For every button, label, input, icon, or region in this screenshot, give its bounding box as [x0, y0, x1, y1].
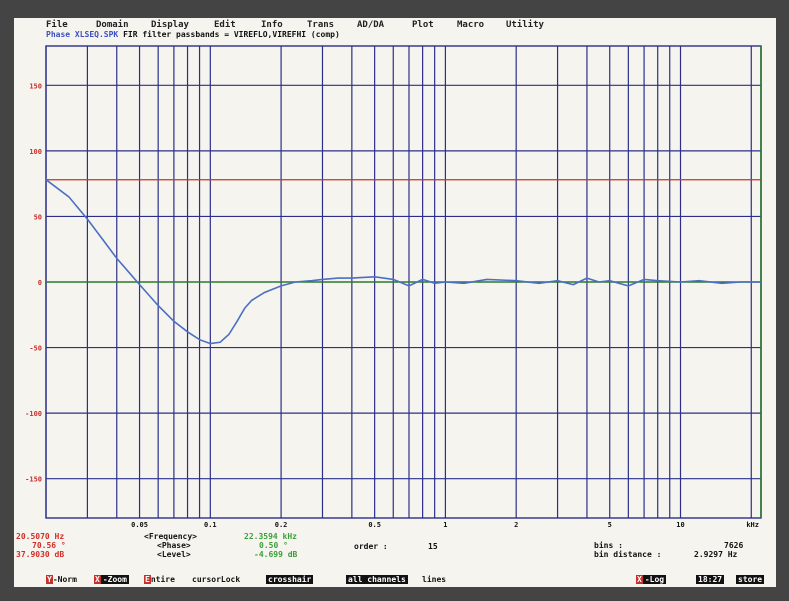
- frequency-label: <Frequency>: [144, 532, 197, 541]
- phase-trace: [45, 179, 761, 345]
- menu-trans[interactable]: Trans: [307, 20, 335, 30]
- bin-distance-label: bin distance :: [594, 550, 662, 559]
- crosshair-button[interactable]: crosshair: [266, 575, 314, 584]
- menu-edit[interactable]: Edit: [214, 20, 236, 30]
- y-tick-label: 100: [29, 148, 42, 156]
- y-tick-label: 150: [29, 82, 42, 90]
- x-unit-label: kHz: [746, 521, 759, 529]
- menu-utility[interactable]: Utility: [506, 20, 544, 30]
- x-tick-label: 0.05: [131, 521, 148, 529]
- menu-bar: File Domain Display Edit Info Trans AD/D…: [14, 18, 776, 30]
- menu-plot[interactable]: Plot: [412, 20, 434, 30]
- menu-file[interactable]: File: [46, 20, 68, 30]
- x-tick-label: 0.1: [204, 521, 217, 529]
- y-tick-label: 0: [38, 279, 42, 287]
- bins-label: bins :: [594, 541, 623, 550]
- application-screen: File Domain Display Edit Info Trans AD/D…: [14, 18, 776, 587]
- file-tag: Phase XLSEQ.SPK: [46, 30, 119, 39]
- right-frequency-value: 22.3594 kHz: [244, 532, 297, 541]
- cursor-level-value: 37.9030 dB: [16, 550, 65, 559]
- cursor-lock-button[interactable]: cursorLock: [192, 575, 241, 584]
- y-tick-label: 50: [34, 213, 42, 221]
- x-tick-label: 2: [514, 521, 518, 529]
- level-label: <Level>: [157, 550, 191, 559]
- subtitle-text: FIR filter passbands = VIREFLO,VIREFHI (…: [118, 30, 340, 39]
- y-tick-label: -150: [25, 476, 42, 484]
- all-channels-button[interactable]: all channels: [346, 575, 408, 584]
- bin-distance-value: 2.9297 Hz: [694, 550, 738, 559]
- x-tick-label: 0.2: [275, 521, 288, 529]
- x-tick-label: 10: [676, 521, 684, 529]
- bins-value: 7626: [724, 541, 744, 550]
- function-key-bar: Y-Norm X -Zoom Entire cursorLock crosshai…: [14, 573, 776, 587]
- x-tick-label: 5: [608, 521, 612, 529]
- phase-plot[interactable]: 150 100 50 0 -50 -100 -150 0.05 0.1 0.2 0.5 1 2 5 10 kH…: [14, 18, 776, 587]
- cursor-readouts: 20.5070 Hz 70.56 ° 37.9030 dB <Frequency…: [14, 532, 776, 587]
- menu-adda[interactable]: AD/DA: [357, 20, 385, 30]
- y-tick-label: -100: [25, 410, 42, 418]
- plot-subtitle: Phase XLSEQ.SPK FIR filter passbands = V…: [46, 30, 340, 39]
- right-level-value: -4.699 dB: [254, 550, 298, 559]
- y-tick-label: -50: [29, 345, 42, 353]
- menu-macro[interactable]: Macro: [457, 20, 485, 30]
- order-value: 15: [428, 542, 438, 551]
- store-button[interactable]: store: [736, 575, 765, 584]
- clock: 18:27: [696, 575, 725, 584]
- menu-info[interactable]: Info: [261, 20, 283, 30]
- phase-label: <Phase>: [157, 541, 191, 550]
- order-label: order :: [354, 542, 388, 551]
- cursor-frequency-value: 20.5070 Hz: [16, 532, 65, 541]
- lines-button[interactable]: lines: [422, 575, 447, 584]
- entire-button[interactable]: Entire: [144, 575, 175, 584]
- x-tick-label: 1: [443, 521, 447, 529]
- menu-display[interactable]: Display: [151, 20, 189, 30]
- right-phase-value: 0.50 °: [259, 541, 288, 550]
- cursor-phase-value: 70.56 °: [32, 541, 66, 550]
- zoom-button[interactable]: X -Zoom: [94, 575, 129, 584]
- xlog-button[interactable]: X -Log: [636, 575, 667, 584]
- menu-domain[interactable]: Domain: [96, 20, 129, 30]
- x-tick-label: 0.5: [368, 521, 381, 529]
- norm-button[interactable]: Y-Norm: [46, 575, 77, 584]
